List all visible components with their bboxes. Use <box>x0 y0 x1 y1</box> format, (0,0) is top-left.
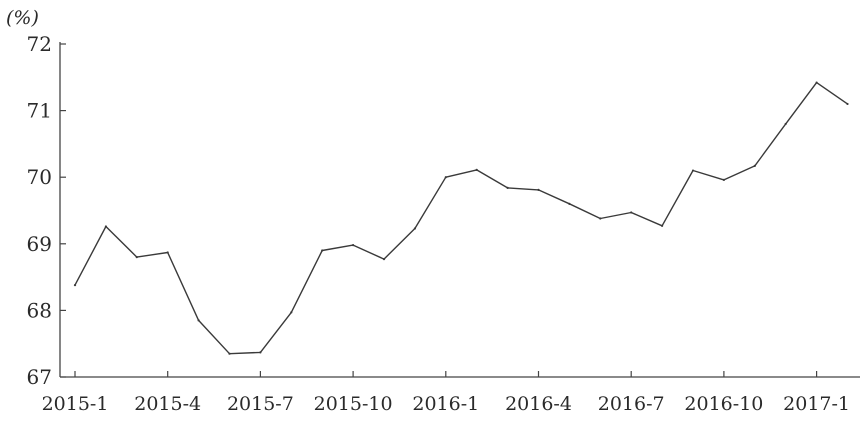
data-point <box>846 102 849 106</box>
x-tick-label: 2015-4 <box>134 393 201 415</box>
y-tick-label: 67 <box>27 365 52 389</box>
y-tick-label: 71 <box>27 99 52 123</box>
x-tick-label: 2017-1 <box>783 393 850 415</box>
x-tick-label: 2016-7 <box>598 393 665 415</box>
x-tick-label: 2016-1 <box>412 393 479 415</box>
data-point <box>475 168 478 171</box>
series-group <box>73 81 849 355</box>
data-point <box>444 176 447 179</box>
data-point <box>197 319 200 322</box>
data-point <box>661 224 664 227</box>
data-point <box>104 225 107 228</box>
y-axis-label: (%) <box>6 7 39 29</box>
data-point <box>290 311 293 314</box>
data-point <box>691 169 695 172</box>
y-tick-label: 70 <box>27 165 52 189</box>
x-tick-label: 2015-7 <box>227 393 294 415</box>
x-tick-label: 2015-1 <box>42 393 109 415</box>
x-tick-label: 2015-10 <box>314 393 393 415</box>
data-point <box>352 244 355 247</box>
y-ticks: 67 68 69 70 71 72 <box>27 32 66 389</box>
data-point <box>568 202 571 205</box>
x-ticks: 2015-1 2015-4 2015-7 2015-10 2016-1 2016-4 201… <box>42 371 850 415</box>
data-point <box>722 178 726 181</box>
y-tick-label: 68 <box>27 298 52 322</box>
data-point <box>815 81 818 84</box>
x-tick-label: 2016-10 <box>684 393 763 415</box>
data-point <box>73 283 77 287</box>
data-point <box>321 249 324 252</box>
data-point <box>599 217 602 220</box>
data-point <box>413 227 416 230</box>
data-point <box>135 256 138 259</box>
data-point <box>228 352 231 355</box>
x-tick-label: 2016-4 <box>505 393 572 415</box>
data-point <box>166 251 169 254</box>
data-point <box>537 188 540 191</box>
data-point <box>630 211 633 214</box>
data-point <box>506 186 509 189</box>
y-tick-label: 72 <box>27 32 52 56</box>
data-point <box>753 164 756 167</box>
data-point <box>259 351 262 354</box>
y-tick-label: 69 <box>27 232 52 256</box>
series-line <box>74 81 848 355</box>
data-point <box>382 258 386 261</box>
data-point <box>784 122 787 126</box>
